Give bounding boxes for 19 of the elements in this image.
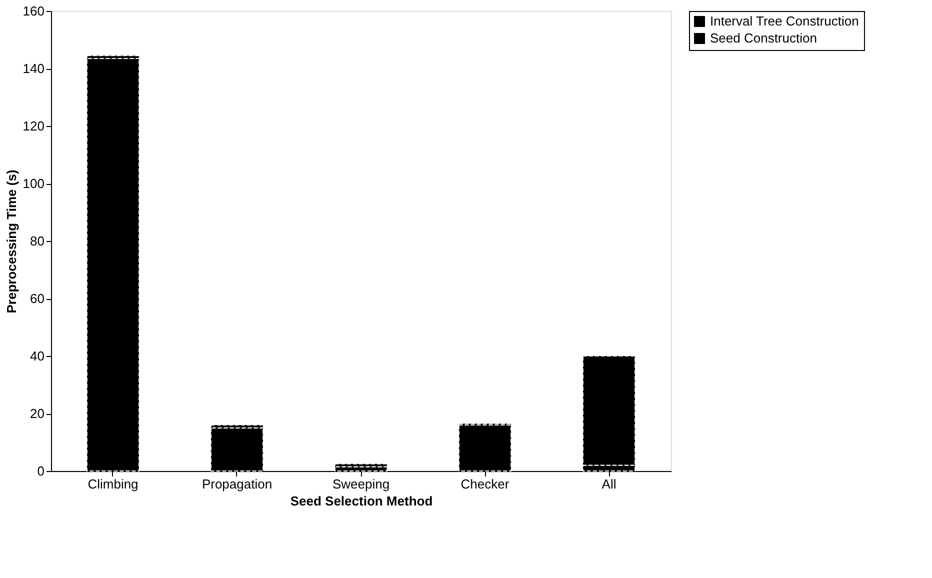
y-tick-label: 80 — [30, 234, 44, 248]
x-axis-title: Seed Selection Method — [290, 494, 433, 508]
y-tick-label: 60 — [30, 291, 44, 306]
y-tick-label: 100 — [22, 176, 44, 191]
y-tick-label: 40 — [30, 348, 44, 364]
y-tick-label: 160 — [22, 4, 44, 18]
x-tick-label: Checker — [460, 476, 510, 492]
legend-label: Seed Construction — [710, 30, 817, 46]
x-tick-label: All — [602, 476, 616, 492]
y-tick-label: 0 — [37, 464, 44, 478]
bar — [334, 463, 388, 468]
x-tick-label: Propagation — [202, 476, 272, 492]
y-axis-title: Preprocessing Time (s) — [4, 170, 19, 314]
x-tick-label: Sweeping — [332, 476, 390, 492]
y-tick-label: 140 — [22, 61, 44, 76]
x-tick-label: Climbing — [88, 476, 138, 492]
y-tick-label: 120 — [22, 118, 44, 134]
y-tick-label: 20 — [30, 406, 44, 421]
legend-label: Interval Tree Construction — [710, 14, 859, 28]
